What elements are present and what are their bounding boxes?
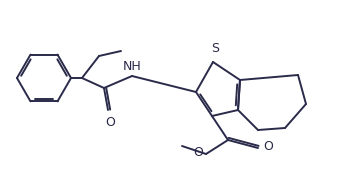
Text: O: O (263, 141, 273, 153)
Text: S: S (211, 42, 219, 55)
Text: O: O (193, 146, 203, 159)
Text: O: O (105, 116, 115, 129)
Text: NH: NH (123, 60, 141, 73)
